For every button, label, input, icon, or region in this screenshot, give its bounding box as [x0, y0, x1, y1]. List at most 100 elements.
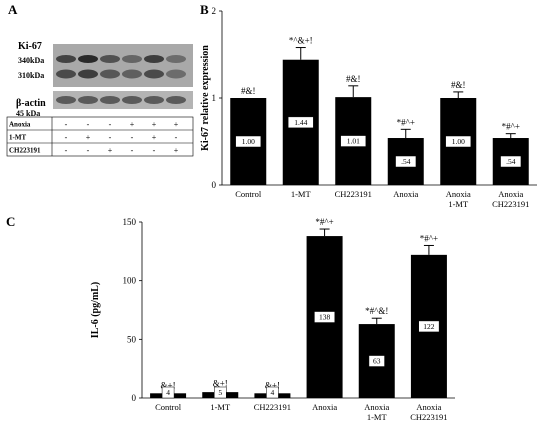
significance-label: *#^+: [315, 217, 333, 227]
panel-c-letter: C: [6, 214, 15, 229]
value-label: 4: [271, 388, 275, 397]
ki67-band-lower: [78, 69, 98, 79]
western-blot-panel: Ki-67 340kDa 310kDa β-actin 45 kDa Anoxi…: [6, 41, 194, 157]
actin-band: [166, 96, 186, 104]
x-category-label: CH223191: [492, 199, 529, 209]
ki67-band-upper: [78, 55, 98, 63]
condition-sign: -: [175, 133, 178, 142]
y-tick-label: 150: [123, 217, 137, 227]
value-label-box: [287, 116, 314, 129]
band-label-310: 310kDa: [18, 71, 44, 80]
value-label-box: [266, 386, 279, 399]
value-label-box: [161, 386, 175, 399]
value-label: 4: [166, 388, 170, 397]
condition-row-label: 1-MT: [9, 134, 26, 142]
x-category-label: CH223191: [254, 402, 291, 412]
value-label: 122: [423, 322, 435, 331]
condition-sign: -: [109, 133, 112, 142]
condition-sign: -: [87, 146, 90, 155]
condition-sign: -: [131, 146, 134, 155]
value-label-box: [235, 135, 262, 148]
actin-band: [122, 96, 142, 104]
y-tick-label: 2: [212, 6, 217, 16]
significance-label: *^&+!: [289, 36, 313, 46]
ki67-band-lower: [56, 69, 76, 79]
x-category-label: 1-MT: [448, 199, 469, 209]
ki67-band-upper: [122, 55, 142, 63]
x-category-label: Anoxia: [393, 189, 418, 199]
value-label: 1.00: [242, 137, 255, 146]
actin-label: β-actin: [16, 98, 46, 109]
x-category-label: 1-MT: [291, 189, 312, 199]
condition-sign: +: [152, 133, 157, 142]
actin-band: [56, 96, 76, 104]
value-label: .54: [506, 157, 516, 166]
value-label-box: [445, 135, 472, 148]
significance-label: *#^+: [397, 117, 415, 127]
ki67-band-lower: [100, 69, 120, 79]
x-category-label: CH223191: [410, 412, 447, 422]
condition-sign: -: [87, 120, 90, 129]
actin-band: [100, 96, 120, 104]
value-label: 1.44: [294, 118, 307, 127]
value-label-box: [314, 311, 336, 323]
y-tick-label: 0: [212, 180, 217, 190]
significance-label: *#^+: [420, 233, 438, 243]
significance-label: #&!: [241, 86, 256, 96]
ki67-band-lower: [166, 69, 186, 79]
panel-a-letter: A: [8, 2, 18, 17]
significance-label: &+!: [161, 381, 176, 391]
condition-table: Anoxia - - - + + +1-MT - + - - + - CH223191 - - + - - +: [6, 116, 194, 157]
ki67-band-lower: [144, 69, 164, 79]
value-label: 5: [218, 388, 222, 397]
condition-sign: -: [153, 146, 156, 155]
x-category-label: Anoxia: [364, 402, 389, 412]
condition-row-label: Anoxia: [9, 121, 31, 129]
value-label: 1.01: [347, 137, 360, 146]
condition-sign: +: [130, 120, 135, 129]
x-category-label: 1-MT: [210, 402, 231, 412]
value-label-box: [368, 355, 385, 367]
condition-table-border: [6, 116, 194, 157]
condition-sign: +: [174, 146, 179, 155]
condition-row-label: CH223191: [9, 147, 41, 155]
ki67-band-upper: [100, 55, 120, 63]
y-tick-label: 1: [212, 93, 217, 103]
significance-label: #&!: [451, 80, 466, 90]
actin-band: [78, 96, 98, 104]
actin-band: [144, 96, 164, 104]
panel-b-letter: B: [200, 2, 209, 17]
x-category-label: Anoxia: [416, 402, 441, 412]
significance-label: &+!: [265, 381, 280, 391]
significance-label: *#^+: [502, 122, 520, 132]
condition-sign: -: [65, 146, 68, 155]
x-category-label: CH223191: [335, 189, 372, 199]
y-tick-label: 100: [123, 276, 137, 286]
ki67-band-upper: [56, 55, 76, 63]
significance-label: &+!: [213, 378, 228, 388]
value-label-box: [395, 155, 417, 168]
value-label: 138: [319, 313, 331, 322]
actin-bands: [56, 96, 186, 104]
ki67-blot-title: Ki-67: [18, 41, 42, 52]
actin-kda-label: 45 kDa: [16, 109, 40, 118]
value-label-box: [340, 135, 367, 147]
x-category-label: Anoxia: [498, 189, 523, 199]
x-category-label: Anoxia: [312, 402, 337, 412]
condition-sign: -: [109, 120, 112, 129]
x-category-label: Control: [235, 189, 262, 199]
condition-sign: +: [152, 120, 157, 129]
x-category-label: 1-MT: [367, 412, 388, 422]
condition-sign: +: [108, 146, 113, 155]
significance-label: #&!: [346, 74, 361, 84]
band-label-340: 340kDa: [18, 56, 44, 65]
x-category-label: Control: [155, 402, 182, 412]
chart-b: 0 1 2 Ki-67 relative expression #&! 1.00 Contr…: [200, 6, 537, 209]
value-label-box: [418, 320, 440, 333]
y-axis-title: IL-6 (pg/mL): [90, 282, 101, 338]
ki67-band-upper: [144, 55, 164, 63]
y-tick-label: 0: [132, 393, 137, 403]
condition-sign: -: [65, 133, 68, 142]
